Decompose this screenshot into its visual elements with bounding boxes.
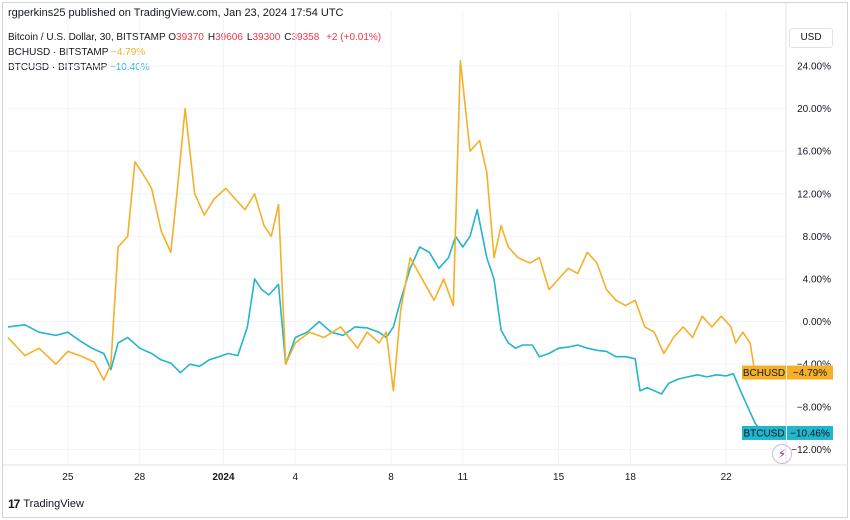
tradingview-logo-icon: 17	[8, 497, 20, 511]
legend-ohlc-label: O	[168, 32, 177, 43]
legend-series-change: −10.46%	[109, 62, 150, 73]
x-tick-label: 22	[721, 472, 733, 483]
series-name-tag-label: BCHUSD	[743, 368, 785, 379]
legend-ohlc-value: 39606	[215, 32, 243, 43]
legend-series-btcusd[interactable]: BTCUSD · BITSTAMP −10.46%	[8, 60, 381, 75]
legend-ohlc-value: 39358	[291, 32, 320, 43]
series-name-tag	[742, 425, 786, 440]
legend-change: +2 (+0.01%)	[326, 32, 382, 43]
legend-ohlc-label: L	[246, 32, 253, 43]
y-tick-label: −12.00%	[791, 445, 831, 456]
y-tick-label: 24.00%	[797, 61, 831, 72]
y-tick-label: 16.00%	[797, 147, 831, 158]
legend-main-row[interactable]: Bitcoin / U.S. Dollar, 30, BITSTAMP O393…	[8, 30, 381, 45]
x-tick-label: 15	[553, 472, 565, 483]
x-tick-label: 2024	[212, 472, 235, 483]
series-value-tag-label: −4.79%	[793, 368, 827, 379]
legend-series-change: −4.79%	[110, 47, 146, 58]
tradingview-logo-text: TradingView	[23, 498, 84, 510]
y-tick-label: 12.00%	[797, 189, 831, 200]
legend-series-label: BTCUSD · BITSTAMP	[8, 62, 108, 73]
series-name-tag	[742, 365, 786, 380]
tradingview-logo[interactable]: 17 TradingView	[8, 497, 84, 511]
series-line-bchusd	[7, 59, 756, 392]
legend-ohlc-value: 39370	[176, 32, 204, 43]
x-tick-label: 25	[62, 472, 74, 483]
chart-legend: Bitcoin / U.S. Dollar, 30, BITSTAMP O393…	[8, 30, 381, 75]
legend-ohlc-label: C	[284, 32, 292, 43]
series-value-tag	[787, 425, 833, 440]
publisher-line: rgperkins25 published on TradingView.com…	[8, 7, 344, 19]
y-tick-label: 8.00%	[803, 232, 831, 243]
y-tick-label: 20.00%	[797, 104, 831, 115]
y-tick-label: 0.00%	[803, 317, 831, 328]
series-value-tag	[787, 365, 833, 380]
x-tick-label: 18	[625, 472, 637, 483]
series-line-btcusd	[7, 208, 763, 434]
legend-main-symbol: Bitcoin / U.S. Dollar, 30, BITSTAMP	[8, 32, 166, 43]
legend-series-label: BCHUSD · BITSTAMP	[8, 47, 109, 58]
legend-ohlc: O39370 H39606 L39300 C39358	[168, 32, 323, 43]
x-tick-label: 8	[388, 472, 394, 483]
legend-series-bchusd[interactable]: BCHUSD · BITSTAMP −4.79%	[8, 45, 381, 60]
x-tick-label: 11	[458, 472, 469, 483]
series-name-tag-label: BTCUSD	[743, 428, 784, 439]
y-tick-label: −4.00%	[797, 360, 831, 371]
currency-button[interactable]: USD	[789, 28, 833, 48]
y-tick-label: 4.00%	[803, 274, 831, 285]
series-value-tag-label: −10.46%	[790, 428, 830, 439]
legend-ohlc-label: H	[207, 32, 216, 43]
legend-ohlc-value: 39300	[252, 32, 281, 43]
y-tick-label: −8.00%	[797, 402, 831, 413]
x-tick-label: 4	[292, 472, 298, 483]
x-tick-label: 28	[134, 472, 146, 483]
lightning-icon[interactable]: ⚡	[772, 444, 792, 464]
